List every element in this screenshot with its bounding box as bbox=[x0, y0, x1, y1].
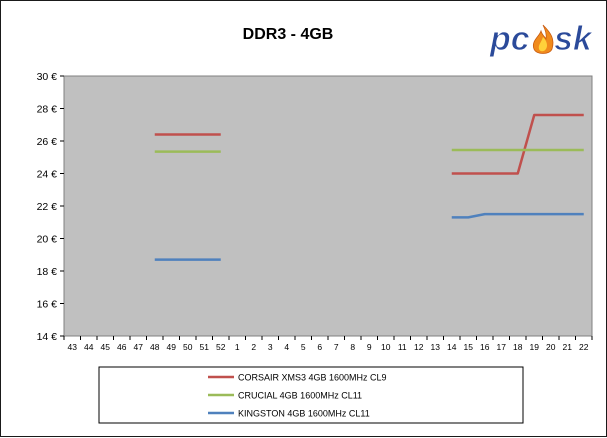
x-tick-label: 48 bbox=[150, 342, 160, 352]
x-tick-label: 44 bbox=[84, 342, 94, 352]
series-line-1 bbox=[451, 113, 584, 175]
logo-text-end: sk bbox=[554, 20, 594, 58]
x-tick-label: 45 bbox=[101, 342, 111, 352]
x-tick-label: 9 bbox=[367, 342, 372, 352]
series-layer bbox=[154, 113, 584, 261]
legend: CORSAIR XMS3 4GB 1600MHz CL9 CRUCIAL 4GB … bbox=[98, 366, 524, 424]
x-tick-label: 52 bbox=[216, 342, 226, 352]
y-tick-label: 20 € bbox=[37, 234, 58, 246]
y-axis: 14 € 16 € 18 € 20 € 22 € 24 € 26 € 28 € 30 € bbox=[37, 71, 64, 343]
x-axis: 43 44 45 46 47 48 49 50 51 52 1 2 3 4 5 6 7 8 9 10 11 12 13 14 1… bbox=[63, 336, 593, 352]
y-tick-label: 28 € bbox=[37, 104, 58, 116]
x-tick-label: 49 bbox=[167, 342, 177, 352]
x-tick-label: 21 bbox=[563, 342, 573, 352]
y-tick-label: 24 € bbox=[37, 169, 58, 181]
pcsk-logo: pc sk bbox=[489, 20, 595, 59]
y-tick-label: 18 € bbox=[37, 266, 58, 278]
series-line-3 bbox=[451, 212, 584, 219]
y-tick-label: 16 € bbox=[37, 299, 58, 311]
x-tick-label: 4 bbox=[284, 342, 289, 352]
x-tick-label: 3 bbox=[268, 342, 273, 352]
x-tick-label: 1 bbox=[235, 342, 240, 352]
y-tick-label: 22 € bbox=[37, 201, 58, 213]
x-tick-label: 51 bbox=[200, 342, 210, 352]
x-tick-label: 5 bbox=[301, 342, 306, 352]
legend-label: CRUCIAL 4GB 1600MHz CL11 bbox=[238, 391, 362, 401]
x-tick-label: 18 bbox=[513, 342, 523, 352]
x-tick-label: 17 bbox=[497, 342, 507, 352]
y-tick-label: 14 € bbox=[37, 331, 58, 343]
y-tick-label: 30 € bbox=[37, 71, 58, 83]
x-tick-label: 19 bbox=[530, 342, 540, 352]
legend-label: CORSAIR XMS3 4GB 1600MHz CL9 bbox=[238, 373, 387, 383]
x-tick-label: 13 bbox=[431, 342, 441, 352]
x-tick-label: 6 bbox=[317, 342, 322, 352]
x-tick-label: 16 bbox=[480, 342, 490, 352]
flame-icon bbox=[532, 24, 554, 54]
x-tick-label: 14 bbox=[447, 342, 457, 352]
x-tick-label: 2 bbox=[251, 342, 256, 352]
x-tick-label: 22 bbox=[579, 342, 589, 352]
x-tick-label: 8 bbox=[350, 342, 355, 352]
x-tick-label: 43 bbox=[68, 342, 78, 352]
x-tick-label: 12 bbox=[414, 342, 424, 352]
y-tick-label: 26 € bbox=[37, 136, 58, 148]
x-tick-label: 50 bbox=[183, 342, 193, 352]
logo-text: pc bbox=[489, 20, 530, 58]
x-tick-label: 20 bbox=[546, 342, 556, 352]
chart-title: DDR3 - 4GB bbox=[243, 26, 334, 43]
x-tick-label: 7 bbox=[334, 342, 339, 352]
x-tick-label: 47 bbox=[134, 342, 144, 352]
x-tick-label: 15 bbox=[464, 342, 474, 352]
x-tick-label: 11 bbox=[398, 342, 407, 352]
x-tick-label: 46 bbox=[117, 342, 127, 352]
legend-label: KINGSTON 4GB 1600MHz CL11 bbox=[238, 409, 370, 419]
legend-box bbox=[98, 366, 524, 424]
x-tick-label: 10 bbox=[381, 342, 391, 352]
plot-area bbox=[63, 75, 593, 337]
